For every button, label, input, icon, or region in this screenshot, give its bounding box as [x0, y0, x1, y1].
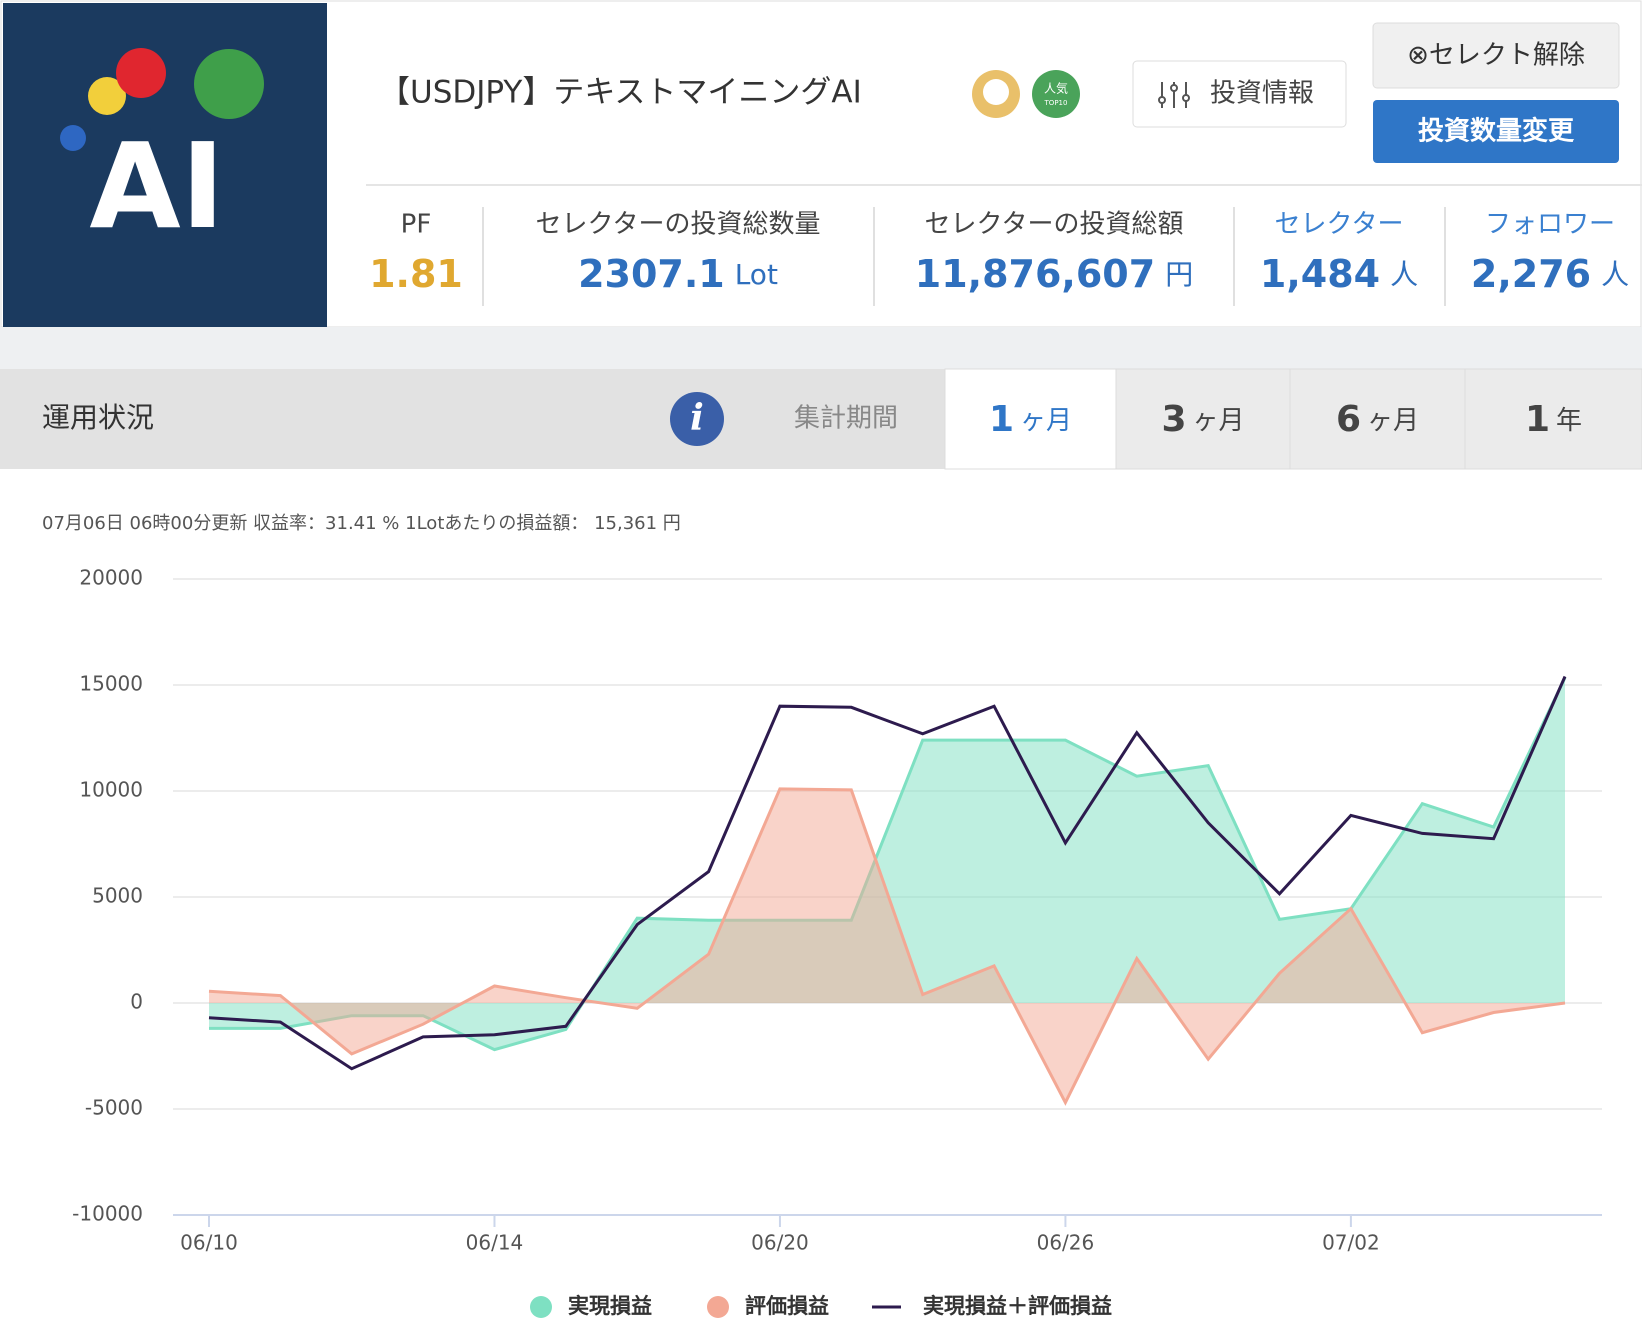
button-bg [1132, 60, 1347, 128]
chart: -10000 -5000 0 5000 10000 15000 20000 06/10 06/1… [72, 566, 1602, 1318]
tab-number: 1 [1525, 399, 1550, 440]
logo-text: AI [89, 117, 224, 255]
popular-badge [1032, 70, 1080, 118]
button-bg [1373, 100, 1619, 163]
tab-number: 1 [989, 399, 1014, 440]
badge-text: 人気 [1044, 81, 1068, 96]
x-tick-label: 06/10 [180, 1231, 238, 1255]
button-label: 投資数量変更 [1418, 116, 1575, 147]
tab-label: 6 ヶ月 [1336, 399, 1419, 440]
change-button[interactable]: 投資数量変更 [1373, 100, 1619, 163]
tab-bg [1464, 368, 1642, 470]
legend-label: 実現損益＋評価損益 [923, 1294, 1112, 1318]
line [208, 675, 1567, 1071]
stats: PF 1.81 セレクターの投資総数量 2307.1 Lot セレクターの投資総額 11,8… [369, 207, 1629, 306]
area [209, 677, 1565, 1050]
stat-value-group: 2,276 人 [1471, 252, 1629, 296]
button-label: 投資情報 [1210, 79, 1314, 109]
area-line [208, 787, 1566, 1106]
stat-unit: 円 [1165, 258, 1193, 291]
stat-value: 2307.1 [578, 252, 725, 296]
tab-number: 3 [1161, 399, 1186, 440]
logo-dot [60, 125, 86, 151]
tab-unit: 年 [1556, 406, 1582, 436]
stat-value: 2,276 [1471, 252, 1591, 296]
y-tick-label: 10000 [79, 778, 143, 802]
stat-label: セレクターの投資総額 [925, 210, 1184, 240]
logo-dot [116, 48, 166, 98]
tabs: 1 ヶ月 3 ヶ月 6 ヶ月 1 年 [944, 368, 1642, 470]
legend-symbol [707, 1296, 729, 1318]
period-tab[interactable]: 6 ヶ月 [1289, 368, 1466, 470]
title: 【USDJPY】テキストマイニングAI [379, 75, 862, 111]
legend-label: 実現損益 [568, 1294, 652, 1318]
logo-dot [88, 77, 126, 115]
stat-value-group: 11,876,607 円 [915, 252, 1193, 296]
stat-value-group: 2307.1 Lot [578, 252, 778, 296]
legend-item[interactable]: 評価損益 [707, 1294, 829, 1318]
stat-value: 1,484 [1260, 252, 1380, 296]
deselect-button[interactable]: ⊗セレクト解除 [1372, 22, 1620, 89]
tab-number: 6 [1336, 399, 1361, 440]
tab-label: 3 ヶ月 [1161, 399, 1244, 440]
settings-icon [1158, 82, 1190, 108]
stat-label: PF [401, 210, 432, 240]
stat-label: セレクター [1275, 210, 1404, 240]
button-label: ⊗セレクト解除 [1407, 41, 1585, 71]
area [209, 788, 1565, 1103]
section-title: 運用状況 [42, 401, 154, 434]
tab-bg [1115, 368, 1291, 470]
tab-unit: ヶ月 [1020, 406, 1072, 436]
badge-sub: TOP10 [1044, 99, 1068, 107]
y-tick-label: 20000 [79, 566, 143, 590]
stat-label: セレクターの投資総数量 [536, 210, 821, 240]
logo [3, 3, 327, 327]
tab-unit: ヶ月 [1193, 406, 1245, 436]
x-tick-label: 07/02 [1322, 1231, 1380, 1255]
stat-unit: Lot [735, 258, 778, 291]
y-tick-label: -10000 [72, 1202, 143, 1226]
period-label: 集計期間 [794, 404, 898, 434]
area-line [209, 676, 1567, 1052]
stat-unit: 人 [1601, 258, 1629, 291]
tab-unit: ヶ月 [1367, 406, 1419, 436]
legend-label: 評価損益 [745, 1294, 829, 1318]
y-tick-label: 5000 [92, 884, 143, 908]
summary: 07月06日 06時00分更新 収益率：31.41 % 1Lotあたりの損益額：… [42, 513, 681, 534]
stat-unit: 人 [1390, 258, 1418, 291]
period-tab[interactable]: 1 ヶ月 [944, 368, 1117, 470]
button-bg [1372, 22, 1620, 89]
stat-value-group: 1,484 人 [1260, 252, 1418, 296]
y-tick-label: 15000 [79, 672, 143, 696]
tab-label: 1 ヶ月 [989, 399, 1072, 440]
y-tick-label: -5000 [85, 1096, 143, 1120]
stat-value: 11,876,607 [915, 252, 1155, 296]
legend-item[interactable]: 実現損益＋評価損益 [872, 1294, 1112, 1318]
stat-value-group: 1.81 [369, 252, 463, 296]
stat-label: フォロワー [1485, 210, 1615, 240]
gap [0, 327, 1642, 369]
info-button[interactable]: 投資情報 [1132, 60, 1347, 128]
y-tick-label: 0 [130, 990, 143, 1014]
period-tab[interactable]: 3 ヶ月 [1115, 368, 1291, 470]
legend-symbol [530, 1296, 552, 1318]
logo-dot [194, 49, 264, 119]
tab-bar [0, 369, 945, 469]
info-icon[interactable] [670, 392, 724, 446]
tab-bg [944, 368, 1117, 470]
x-tick-label: 06/26 [1037, 1231, 1095, 1255]
tab-bg [1289, 368, 1466, 470]
stat-value: 1.81 [369, 252, 463, 296]
x-tick-label: 06/20 [751, 1231, 809, 1255]
info-icon-text: i [690, 397, 704, 439]
legend-item[interactable]: 実現損益 [530, 1294, 652, 1318]
x-tick-label: 06/14 [466, 1231, 524, 1255]
badge-icon [983, 79, 1009, 105]
